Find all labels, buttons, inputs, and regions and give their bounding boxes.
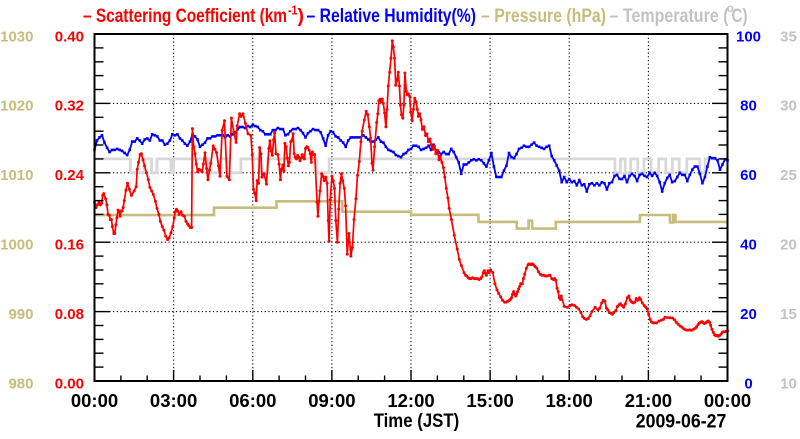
- svg-text:-1: -1: [288, 3, 298, 18]
- svg-text:1020: 1020: [0, 98, 33, 115]
- svg-text:1010: 1010: [0, 167, 33, 184]
- svg-text:25: 25: [780, 167, 797, 184]
- svg-text:12:00: 12:00: [387, 390, 434, 411]
- svg-text:– Relative Humidity(%): – Relative Humidity(%): [307, 5, 477, 27]
- svg-text:15:00: 15:00: [466, 390, 513, 411]
- svg-text:0: 0: [744, 375, 752, 392]
- svg-text:60: 60: [740, 167, 757, 184]
- svg-text:100: 100: [736, 28, 761, 45]
- svg-text:35: 35: [780, 28, 797, 45]
- svg-text:Time (JST): Time (JST): [374, 411, 460, 432]
- svg-text:20: 20: [780, 237, 797, 254]
- svg-text:0.24: 0.24: [55, 167, 85, 184]
- svg-text:80: 80: [740, 98, 757, 115]
- svg-text:21:00: 21:00: [625, 390, 672, 411]
- svg-text:0.40: 0.40: [55, 28, 84, 45]
- svg-text:0.00: 0.00: [55, 375, 84, 392]
- svg-text:06:00: 06:00: [229, 390, 276, 411]
- svg-text:18:00: 18:00: [546, 390, 593, 411]
- svg-text:09:00: 09:00: [308, 390, 355, 411]
- svg-text:0.32: 0.32: [55, 98, 84, 115]
- svg-text:– Pressure (hPa): – Pressure (hPa): [481, 5, 606, 27]
- svg-text:C): C): [732, 5, 748, 27]
- svg-text:40: 40: [740, 237, 757, 254]
- svg-text:1000: 1000: [0, 237, 33, 254]
- svg-text:10: 10: [780, 375, 797, 392]
- svg-text:– Temperature (: – Temperature (: [610, 5, 729, 27]
- svg-text:00:00: 00:00: [71, 390, 118, 411]
- svg-text:20: 20: [740, 306, 757, 323]
- svg-text:– Scattering Coefficient (km: – Scattering Coefficient (km: [83, 5, 287, 27]
- svg-text:15: 15: [780, 306, 797, 323]
- svg-text:2009-06-27: 2009-06-27: [636, 412, 727, 433]
- svg-text:03:00: 03:00: [150, 390, 197, 411]
- svg-text:990: 990: [8, 306, 33, 323]
- svg-text:0.16: 0.16: [55, 237, 84, 254]
- svg-text:1030: 1030: [0, 28, 33, 45]
- svg-text:o: o: [727, 1, 734, 15]
- svg-text:0.08: 0.08: [55, 306, 84, 323]
- svg-text:980: 980: [8, 375, 33, 392]
- svg-text:30: 30: [780, 98, 797, 115]
- svg-text:): ): [298, 5, 305, 27]
- svg-text:00:00: 00:00: [704, 390, 751, 411]
